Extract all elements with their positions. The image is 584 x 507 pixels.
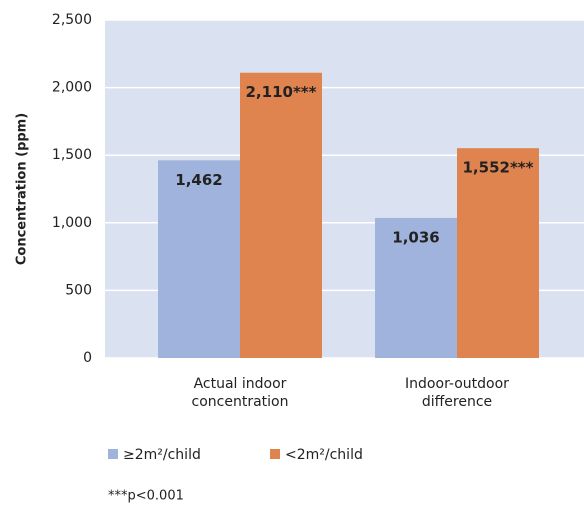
y-tick-label: 2,000	[52, 80, 92, 96]
y-axis-title: Concentration (ppm)	[15, 113, 30, 265]
y-tick-label: 1,000	[52, 215, 92, 231]
bar	[457, 148, 539, 358]
y-tick-label: 0	[83, 350, 92, 366]
bar	[375, 217, 457, 358]
legend-label: ≥2m²/child	[123, 447, 201, 463]
legend-label: <2m²/child	[285, 447, 363, 463]
y-tick-label: 1,500	[52, 147, 92, 163]
footnote: ***p<0.001	[108, 489, 184, 504]
bar	[158, 160, 240, 358]
legend-swatch	[108, 449, 118, 459]
x-tick-label: Indoor-outdoor difference	[405, 376, 509, 410]
value-label: 1,552***	[463, 159, 534, 177]
legend-swatch	[270, 449, 280, 459]
x-tick-label: Actual indoor concentration	[192, 376, 289, 410]
bar	[240, 72, 322, 358]
y-tick-label: 2,500	[52, 12, 92, 28]
value-label: 1,462	[175, 171, 222, 189]
y-tick-label: 500	[65, 282, 92, 298]
value-label: 1,036	[392, 228, 439, 246]
value-label: 2,110***	[246, 83, 317, 101]
